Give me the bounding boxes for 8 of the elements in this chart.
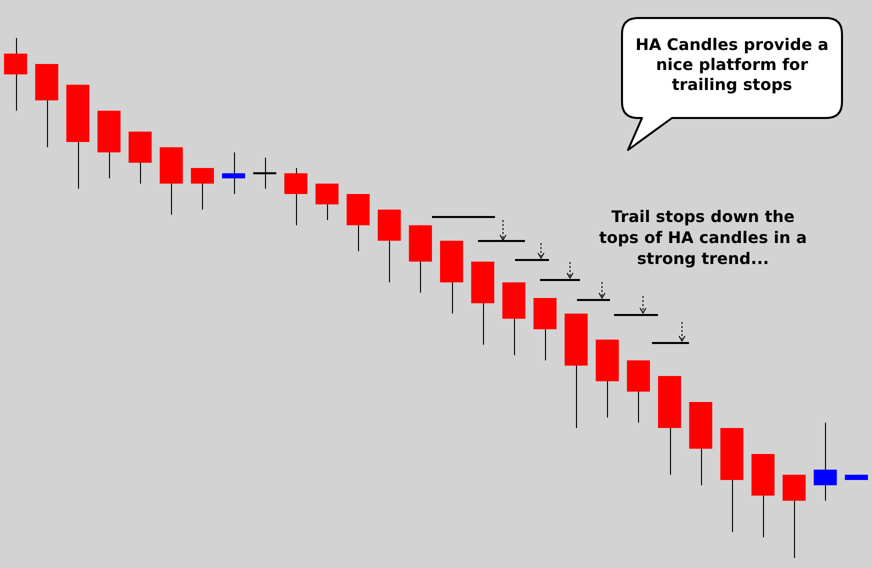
annotation: Trail stops down the tops of HA candles in a strong trend... (598, 206, 808, 269)
candlestick (814, 422, 837, 502)
candlestick (222, 152, 246, 194)
candlestick (4, 38, 28, 112)
annotation: HA Candles provide a nice platform for trailing stops (634, 35, 830, 95)
candlestick (315, 183, 339, 220)
candlestick (284, 168, 308, 226)
candlestick (190, 168, 214, 210)
